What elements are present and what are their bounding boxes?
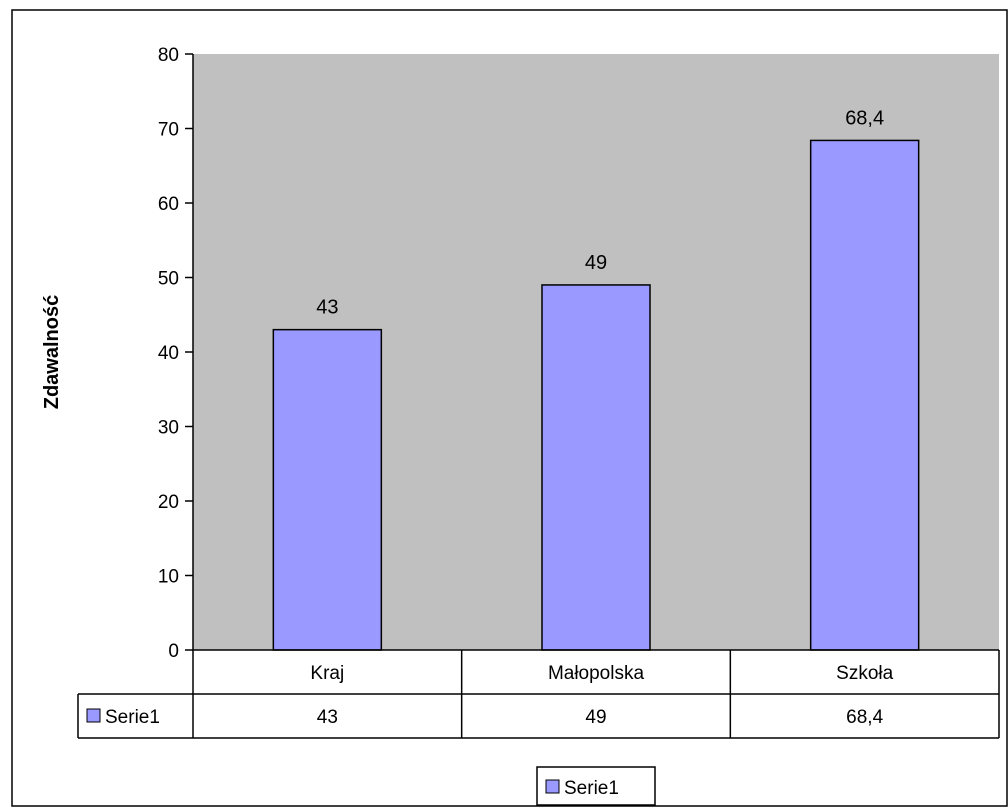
- data-label: 68,4: [845, 107, 884, 129]
- y-tick-label: 20: [158, 492, 179, 513]
- data-table: Kraj Małopolska Szkoła Serie1 43 49 68,4: [77, 649, 1000, 739]
- data-label: 49: [585, 252, 607, 274]
- y-tick-label: 10: [158, 567, 179, 588]
- legend-label: Serie1: [564, 778, 619, 799]
- bar-małopolska: [541, 284, 651, 651]
- y-tick-label: 0: [168, 641, 179, 662]
- data-labels: 43 49 68,4: [316, 107, 884, 318]
- legend: Serie1: [536, 766, 656, 806]
- y-tick-label: 40: [158, 343, 179, 364]
- table-cell: 43: [317, 707, 338, 728]
- data-label: 43: [316, 297, 338, 319]
- y-tick-label: 60: [158, 194, 179, 215]
- y-axis-title: Zdawalność: [41, 295, 63, 409]
- y-tick-label: 30: [158, 418, 179, 439]
- table-cell: 68,4: [846, 707, 883, 728]
- table-cell: 49: [585, 707, 606, 728]
- y-tick-label: 70: [158, 120, 179, 141]
- x-category-label: Małopolska: [548, 663, 645, 684]
- bar-kraj: [272, 328, 383, 651]
- y-tick-label: 80: [158, 45, 179, 66]
- y-tick-label: 50: [158, 269, 179, 290]
- x-category-label: Szkoła: [836, 663, 893, 684]
- bar-szkoła: [809, 139, 920, 651]
- table-series-swatch: [86, 708, 101, 723]
- bars: [272, 139, 920, 651]
- y-axis: 0 10 20 30 40 50 60 70 80: [158, 45, 194, 662]
- legend-swatch: [545, 779, 560, 794]
- x-category-label: Kraj: [310, 663, 344, 684]
- table-series-label: Serie1: [105, 707, 160, 728]
